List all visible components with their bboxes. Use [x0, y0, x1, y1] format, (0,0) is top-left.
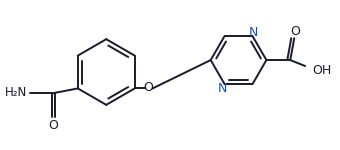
Text: H₂N: H₂N [5, 86, 27, 99]
Text: N: N [249, 27, 258, 39]
Text: O: O [290, 25, 300, 38]
Text: O: O [48, 119, 58, 132]
Text: O: O [144, 81, 154, 94]
Text: N: N [218, 82, 227, 95]
Text: OH: OH [312, 64, 332, 76]
